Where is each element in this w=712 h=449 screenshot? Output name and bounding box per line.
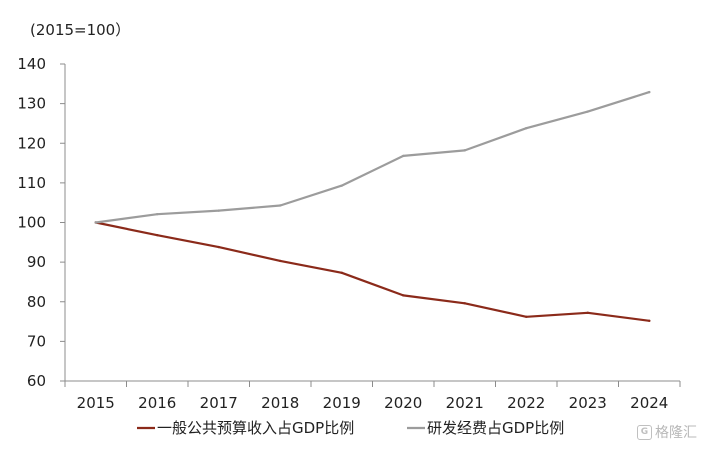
y-tick-label: 110 — [17, 174, 46, 192]
series-line-2 — [94, 90, 651, 224]
data-point — [340, 271, 343, 275]
y-tick-label: 70 — [27, 332, 46, 350]
x-tick-label: 2015 — [77, 394, 115, 412]
x-tick-label: 2018 — [261, 394, 299, 412]
x-tick-label: 2024 — [630, 394, 668, 412]
series-line-1 — [94, 221, 651, 322]
data-point — [463, 302, 466, 305]
data-point — [156, 212, 159, 216]
y-tick-label: 80 — [27, 293, 46, 311]
data-point — [586, 110, 589, 113]
data-point — [648, 319, 651, 322]
y-tick-label: 120 — [17, 134, 46, 152]
data-point — [94, 221, 97, 224]
watermark: G 格隆汇 — [637, 422, 697, 442]
data-point — [156, 233, 159, 237]
data-point — [340, 184, 343, 187]
data-point — [463, 149, 466, 152]
x-tick-label: 2023 — [569, 394, 607, 412]
y-tick-label: 60 — [27, 372, 46, 390]
legend-label-1: 一般公共预算收入占GDP比例 — [157, 419, 354, 437]
data-point — [402, 294, 405, 297]
x-tick-label: 2020 — [384, 394, 422, 412]
y-tick-label: 140 — [17, 55, 46, 73]
x-tick-label: 2016 — [138, 394, 176, 412]
x-tick-label: 2019 — [323, 394, 361, 412]
data-point — [586, 311, 589, 315]
x-tick-label: 2021 — [446, 394, 484, 412]
data-point — [402, 154, 405, 158]
watermark-logo-icon: G — [637, 424, 652, 440]
data-point — [648, 90, 651, 94]
data-point — [217, 245, 220, 249]
data-point — [279, 259, 282, 263]
data-point — [217, 209, 220, 212]
y-tick-label: 130 — [17, 95, 46, 113]
watermark-text: 格隆汇 — [655, 425, 697, 441]
y-unit-label: (2015=100） — [30, 21, 131, 39]
data-point — [525, 315, 528, 319]
data-point — [279, 204, 282, 207]
y-tick-label: 90 — [27, 253, 46, 271]
data-point — [525, 126, 528, 130]
legend-label-2: 研发经费占GDP比例 — [427, 419, 564, 437]
x-tick-label: 2022 — [507, 394, 545, 412]
x-tick-label: 2017 — [200, 394, 238, 412]
y-tick-label: 100 — [17, 214, 46, 232]
